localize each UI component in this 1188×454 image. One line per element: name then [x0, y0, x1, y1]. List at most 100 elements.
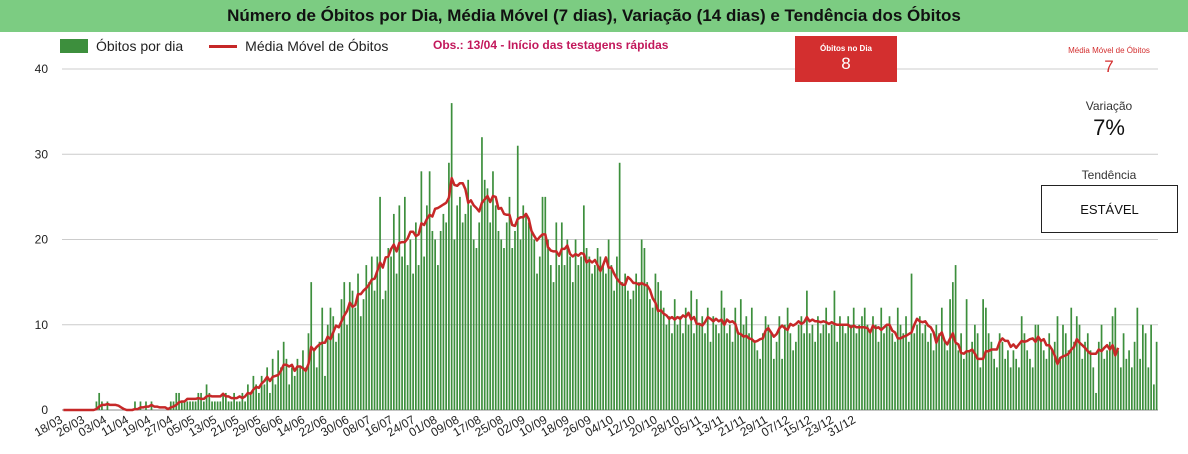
- legend-item-bars[interactable]: Óbitos por dia: [60, 38, 183, 54]
- legend-item-line[interactable]: Média Móvel de Óbitos: [209, 38, 388, 54]
- daily-deaths-bar: [426, 205, 428, 410]
- chart-title: Número de Óbitos por Dia, Média Móvel (7…: [0, 0, 1188, 32]
- daily-deaths-bar: [1012, 350, 1015, 410]
- daily-deaths-bar: [987, 333, 990, 410]
- daily-deaths-bar: [285, 358, 288, 410]
- daily-deaths-bar: [335, 341, 337, 410]
- daily-deaths-bar: [260, 375, 263, 410]
- daily-deaths-bar: [219, 401, 222, 410]
- daily-deaths-bar: [351, 290, 354, 410]
- daily-deaths-bar: [1089, 350, 1092, 410]
- daily-deaths-bar: [475, 248, 478, 410]
- daily-deaths-bar: [442, 213, 445, 410]
- daily-deaths-bar: [197, 392, 200, 410]
- daily-deaths-bar: [720, 290, 723, 410]
- daily-deaths-bar: [1020, 316, 1023, 410]
- daily-deaths-bar: [299, 367, 302, 410]
- daily-deaths-bar: [1031, 367, 1034, 410]
- daily-deaths-bar: [420, 171, 423, 410]
- daily-deaths-bar: [618, 162, 621, 410]
- daily-deaths-bar: [271, 358, 274, 410]
- daily-deaths-bar: [585, 248, 588, 410]
- daily-deaths-bar: [357, 273, 359, 410]
- moving-average-layer: [63, 176, 1120, 412]
- daily-deaths-bar: [434, 239, 436, 410]
- daily-deaths-bar: [392, 213, 395, 410]
- daily-deaths-bar: [640, 239, 643, 410]
- chart-canvas: 01020304018/0326/0303/0411/0419/0427/040…: [32, 62, 1158, 440]
- daily-deaths-bar: [1051, 350, 1053, 410]
- daily-deaths-bar: [602, 265, 604, 410]
- daily-deaths-bar: [445, 222, 448, 410]
- daily-deaths-bar: [354, 307, 357, 410]
- daily-deaths-bar: [329, 307, 332, 410]
- daily-deaths-bar: [169, 401, 172, 410]
- obitos-dia-card: Óbitos no Dia 8: [795, 36, 897, 82]
- daily-deaths-bar: [737, 333, 739, 410]
- daily-deaths-bar: [213, 401, 216, 410]
- daily-deaths-bar: [227, 401, 230, 410]
- daily-deaths-bar: [627, 290, 629, 410]
- daily-deaths-bar: [379, 196, 381, 410]
- daily-deaths-bar: [896, 307, 899, 410]
- axis-layer: 01020304018/0326/0303/0411/0419/0427/040…: [32, 62, 858, 440]
- daily-deaths-bar: [269, 392, 271, 410]
- daily-deaths-bar: [632, 290, 635, 410]
- daily-deaths-bar: [861, 316, 863, 410]
- daily-deaths-bar: [266, 367, 269, 410]
- daily-deaths-bar: [536, 273, 538, 410]
- daily-deaths-bar: [359, 316, 362, 410]
- daily-deaths-bar: [833, 290, 836, 410]
- daily-deaths-bar: [1128, 350, 1130, 410]
- daily-deaths-bar: [803, 333, 805, 410]
- daily-deaths-bar: [332, 316, 335, 410]
- daily-deaths-bar: [296, 358, 299, 410]
- daily-deaths-bar: [1018, 367, 1020, 410]
- daily-deaths-bar: [888, 316, 891, 410]
- daily-deaths-bar: [880, 307, 883, 410]
- daily-deaths-bar: [370, 256, 373, 410]
- daily-deaths-bar: [582, 205, 585, 410]
- daily-deaths-bar: [996, 367, 998, 410]
- daily-deaths-bar: [781, 358, 783, 410]
- y-tick-label: 20: [35, 233, 49, 247]
- daily-deaths-bar: [786, 307, 789, 410]
- daily-deaths-bar: [918, 316, 921, 410]
- daily-deaths-bar: [236, 401, 238, 410]
- daily-deaths-bar: [522, 205, 525, 410]
- daily-deaths-bar: [1026, 350, 1029, 410]
- daily-deaths-bar: [571, 282, 574, 410]
- daily-deaths-bar: [1086, 333, 1089, 410]
- daily-deaths-bar: [453, 239, 456, 410]
- daily-deaths-bar: [668, 316, 671, 410]
- daily-deaths-bar: [503, 248, 505, 410]
- daily-deaths-bar: [470, 205, 472, 410]
- daily-deaths-bar: [761, 333, 764, 410]
- daily-deaths-bar: [872, 316, 874, 410]
- daily-deaths-bar: [701, 316, 704, 410]
- daily-deaths-bar: [616, 256, 618, 410]
- daily-deaths-bar: [825, 307, 828, 410]
- daily-deaths-bar: [649, 299, 651, 410]
- daily-deaths-bar: [1029, 358, 1031, 410]
- daily-deaths-bar: [241, 392, 244, 410]
- daily-deaths-bar: [1081, 358, 1084, 410]
- daily-deaths-bar: [1053, 341, 1056, 410]
- daily-deaths-bar: [580, 256, 582, 410]
- daily-deaths-bar: [660, 290, 662, 410]
- daily-deaths-bar: [750, 307, 753, 410]
- daily-deaths-bar: [313, 350, 315, 410]
- daily-deaths-bar: [866, 324, 869, 410]
- daily-deaths-bar: [1037, 324, 1040, 410]
- daily-deaths-bar: [940, 307, 943, 410]
- daily-deaths-bar: [1122, 333, 1125, 410]
- daily-deaths-bar: [643, 248, 646, 410]
- daily-deaths-bar: [1144, 333, 1147, 410]
- daily-deaths-bar: [541, 196, 544, 410]
- tendencia-box: ESTÁVEL: [1041, 185, 1178, 233]
- daily-deaths-bar: [1100, 324, 1103, 410]
- y-tick-label: 0: [41, 403, 48, 417]
- daily-deaths-bar: [1155, 341, 1158, 410]
- daily-deaths-bar: [974, 324, 976, 410]
- daily-deaths-bar: [1117, 350, 1119, 410]
